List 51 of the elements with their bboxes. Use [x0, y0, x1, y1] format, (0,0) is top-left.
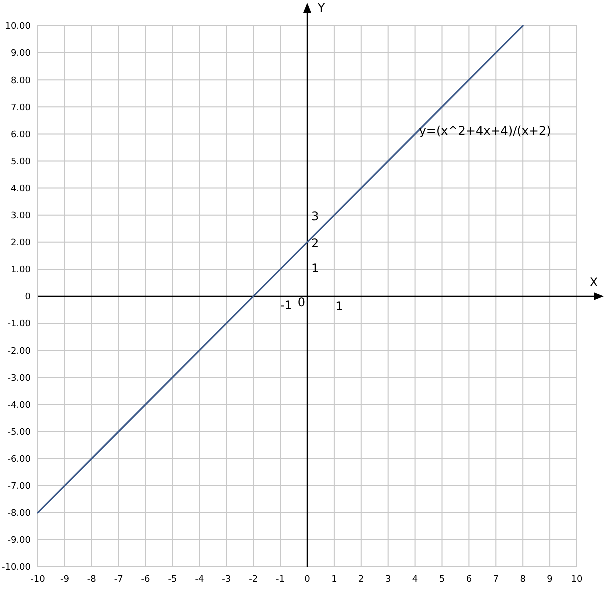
x-tick-label: 10	[571, 575, 583, 585]
annotation: 3	[312, 209, 320, 224]
x-tick-label: -8	[87, 575, 97, 585]
y-tick-label: 3.00	[10, 212, 32, 222]
annotation: 2	[312, 236, 320, 250]
y-tick-label: -7.00	[8, 482, 32, 492]
y-tick-label: 0	[25, 292, 32, 303]
y-tick-label: -9.00	[8, 536, 32, 546]
x-tick-label: 6	[466, 575, 472, 585]
y-tick-label: -8.00	[8, 509, 32, 520]
x-tick-label: -10	[30, 575, 46, 585]
y-tick-label: 2.00	[10, 238, 32, 249]
y-tick-label: -2.00	[8, 346, 32, 357]
annotation: -1	[280, 298, 293, 312]
y-tick-label: -6.00	[8, 454, 32, 465]
x-tick-label: -4	[195, 575, 204, 585]
x-tick-label: 2	[358, 575, 364, 585]
annotation: y=(x^2+4x+4)/(x+2)	[419, 124, 552, 138]
x-tick-label: 9	[547, 575, 554, 585]
x-tick-label: -9	[60, 575, 70, 585]
y-tick-label: 4.00	[10, 184, 32, 194]
annotation: 0	[298, 296, 306, 310]
annotation: 1	[336, 300, 344, 314]
y-tick-label: 9.00	[10, 49, 32, 60]
x-tick-label: -1	[276, 575, 286, 585]
y-tick-label: 8.00	[10, 76, 32, 86]
x-tick-label: 1	[332, 575, 338, 585]
y-tick-label: 6.00	[10, 130, 32, 140]
x-tick-label: 8	[520, 575, 526, 585]
x-tick-label: -7	[114, 575, 124, 585]
y-tick-label: -10.00	[2, 563, 32, 574]
x-tick-label: -2	[249, 575, 258, 585]
y-tick-label: -5.00	[8, 428, 32, 438]
y-tick-label: 7.00	[10, 103, 32, 114]
y-axis-title: Y	[316, 1, 326, 15]
x-tick-label: -6	[141, 575, 151, 585]
annotation: 1	[312, 261, 320, 276]
y-tick-label: 5.00	[10, 157, 32, 168]
x-tick-label: 4	[412, 575, 418, 585]
y-tick-label: 10.00	[5, 22, 32, 32]
y-tick-label: 1.00	[10, 266, 32, 276]
x-axis-title: X	[590, 276, 598, 290]
x-tick-label: -3	[222, 575, 232, 585]
y-tick-label: -1.00	[8, 320, 32, 330]
y-tick-label: -3.00	[8, 374, 32, 384]
x-tick-label: 0	[304, 575, 311, 585]
x-tick-label: 3	[385, 575, 392, 585]
y-tick-label: -4.00	[8, 400, 32, 411]
x-tick-label: 5	[439, 575, 446, 585]
x-tick-label: -5	[168, 575, 178, 585]
x-tick-label: 7	[493, 575, 500, 585]
